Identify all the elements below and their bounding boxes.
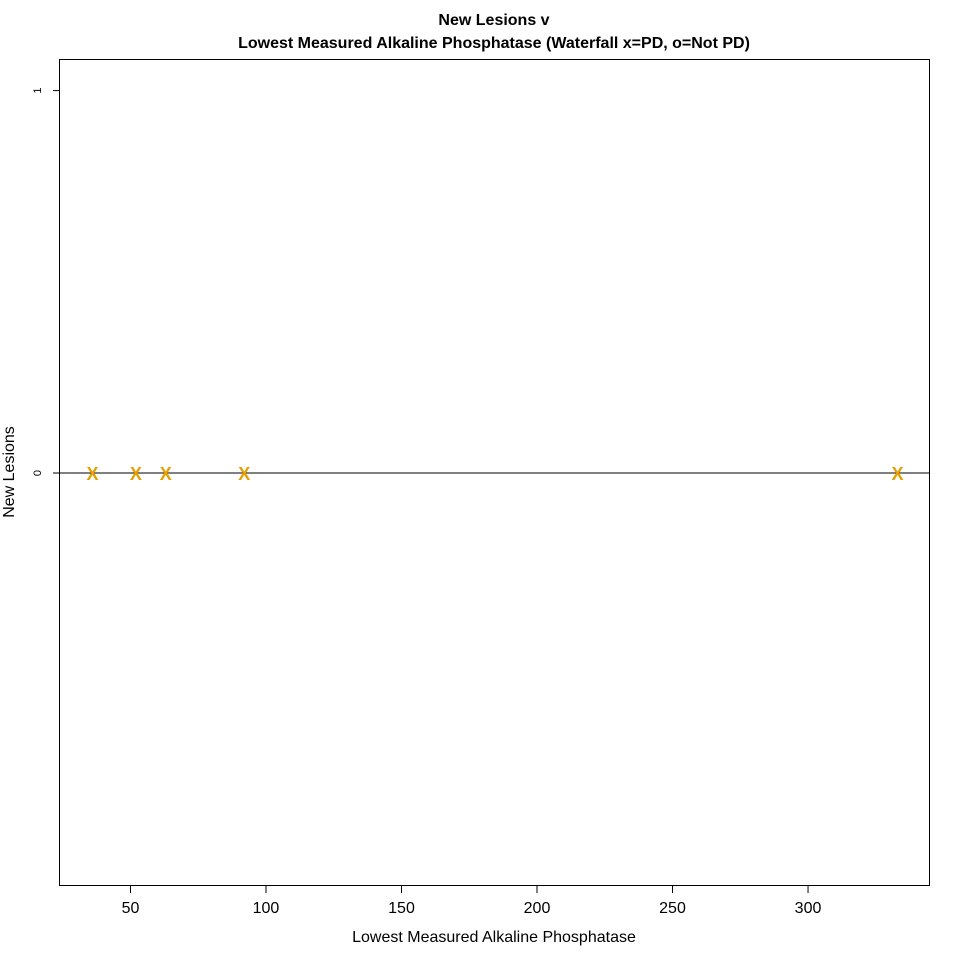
x-tick-label: 150 bbox=[388, 900, 415, 917]
data-point-marker: X bbox=[160, 464, 172, 484]
chart-title-line1: New Lesions v bbox=[438, 12, 549, 29]
x-tick-label: 200 bbox=[524, 900, 551, 917]
data-point-marker: X bbox=[891, 464, 903, 484]
x-tick-label: 300 bbox=[795, 900, 822, 917]
y-tick-label: 1 bbox=[32, 88, 44, 94]
y-axis-label: New Lesions bbox=[1, 426, 18, 518]
x-axis-label: Lowest Measured Alkaline Phosphatase bbox=[352, 929, 636, 946]
x-tick-label: 50 bbox=[122, 900, 140, 917]
x-tick-label: 250 bbox=[659, 900, 686, 917]
x-tick-label: 100 bbox=[253, 900, 280, 917]
data-point-marker: X bbox=[238, 464, 250, 484]
y-tick-label: 0 bbox=[32, 470, 44, 476]
chart-title-line2: Lowest Measured Alkaline Phosphatase (Wa… bbox=[238, 35, 750, 52]
data-point-marker: X bbox=[87, 464, 99, 484]
data-point-marker: X bbox=[130, 464, 142, 484]
